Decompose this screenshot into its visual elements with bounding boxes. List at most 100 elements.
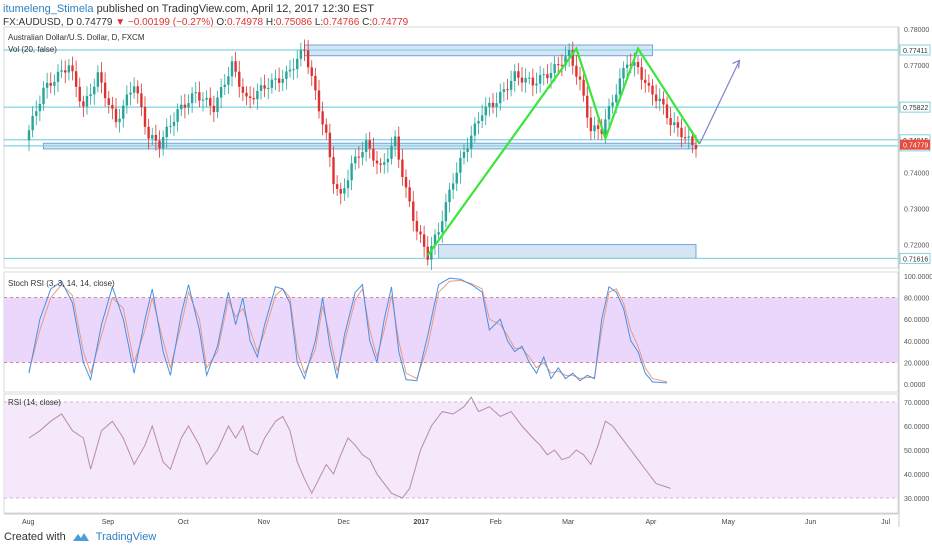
candle-body xyxy=(187,103,190,108)
candle-body xyxy=(596,125,600,129)
rsi-pane[interactable]: RSI (14, close) xyxy=(3,393,899,514)
candle-body xyxy=(571,50,574,66)
candle-body xyxy=(328,132,332,158)
candle-body xyxy=(499,91,502,104)
symbol-label: FX:AUDUSD, D xyxy=(3,17,74,28)
candle-body xyxy=(201,99,205,101)
candle-body xyxy=(412,201,415,221)
candle-body xyxy=(219,87,223,98)
candle-body xyxy=(180,104,183,110)
candle-body xyxy=(575,65,578,77)
candle-body xyxy=(560,64,564,66)
candle-body xyxy=(683,137,687,139)
candle-body xyxy=(140,93,143,107)
candle-body xyxy=(437,232,440,235)
candle-body xyxy=(129,92,132,95)
candle-body xyxy=(277,78,281,83)
candle-body xyxy=(364,140,368,153)
main-chart-title: Australian Dollar/U.S. Dollar, D, FXCM xyxy=(8,33,145,42)
tradingview-brand[interactable]: TradingView xyxy=(95,531,157,543)
ohlc-close-value: 0.74779 xyxy=(372,17,409,28)
candle-body xyxy=(216,97,219,113)
candle-body xyxy=(89,94,92,97)
candle-body xyxy=(441,221,444,233)
ohlc-low-value: 0.74766 xyxy=(323,17,360,28)
candle-body xyxy=(317,90,321,112)
candle-body xyxy=(517,71,520,78)
candle-body xyxy=(96,72,100,87)
candle-body xyxy=(586,95,589,118)
candle-body xyxy=(147,126,150,139)
candle-body xyxy=(687,136,690,138)
candle-body xyxy=(183,104,187,108)
candle-body xyxy=(607,106,611,120)
price-level-tag xyxy=(899,101,931,113)
stoch-axis-tick-label: 40.0000 xyxy=(904,339,929,346)
candle-body xyxy=(332,157,335,185)
stoch-rsi-pane[interactable]: Stoch RSI (3, 3, 14, 14, close) xyxy=(3,271,899,393)
candle-body xyxy=(64,70,67,73)
candle-body xyxy=(325,124,328,133)
candle-body xyxy=(82,101,85,107)
candle-body xyxy=(154,135,158,141)
candle-body xyxy=(669,118,672,126)
candle-body xyxy=(658,98,661,102)
price-pane[interactable]: Australian Dollar/U.S. Dollar, D, FXCM Vo… xyxy=(3,26,899,271)
candle-body xyxy=(27,130,31,141)
candle-body xyxy=(288,69,292,72)
candle-body xyxy=(459,157,462,173)
candle-body xyxy=(74,71,78,87)
candle-body xyxy=(553,64,556,74)
candle-body xyxy=(38,104,42,112)
candle-body xyxy=(549,73,553,79)
price-axis-tick-label: 0.74000 xyxy=(904,171,929,178)
candle-body xyxy=(615,94,618,103)
rsi-title: RSI (14, close) xyxy=(8,398,61,407)
candle-body xyxy=(136,86,139,94)
candle-body xyxy=(589,117,593,132)
candle-body xyxy=(509,81,513,90)
candle-body xyxy=(357,156,361,158)
candle-body xyxy=(292,69,295,71)
chart-header: itumeleng_Stimela published on TradingVi… xyxy=(3,2,923,30)
candle-body xyxy=(281,78,284,83)
candle-body xyxy=(611,102,614,107)
candle-body xyxy=(404,177,408,188)
candle-body xyxy=(691,136,694,145)
time-axis-tick-label: Nov xyxy=(258,519,271,526)
candle-body xyxy=(100,72,103,83)
candle-body xyxy=(223,84,226,88)
stoch-k-line xyxy=(28,277,668,384)
projection-arrow-line xyxy=(699,60,741,145)
candle-body xyxy=(56,71,60,82)
candle-body xyxy=(339,188,342,194)
candle-body xyxy=(524,78,527,83)
candle-body xyxy=(245,92,248,97)
candle-body xyxy=(35,111,38,116)
candle-body xyxy=(303,49,306,51)
header-quote-line: FX:AUDUSD, D 0.74779 ▼ −0.00199 (−0.27%)… xyxy=(3,16,923,30)
time-axis-tick-label: Mar xyxy=(562,519,575,526)
candle-body xyxy=(176,109,179,122)
candle-body xyxy=(151,135,154,139)
ohlc-close-label: C: xyxy=(362,17,373,28)
candle-body xyxy=(444,202,448,222)
candle-body xyxy=(53,81,56,86)
candle-body xyxy=(680,127,683,138)
candle-body xyxy=(593,125,596,132)
pattern-zigzag-line xyxy=(426,46,701,257)
candle-body xyxy=(60,70,63,72)
time-axis-tick-label: Feb xyxy=(490,519,502,526)
author-link[interactable]: itumeleng_Stimela xyxy=(3,3,94,15)
candle-body xyxy=(299,49,303,59)
time-axis-tick-label: Apr xyxy=(646,519,658,526)
candle-body xyxy=(578,76,582,80)
candle-body xyxy=(238,71,241,87)
candle-body xyxy=(491,102,495,107)
candle-body xyxy=(422,234,426,247)
rsi-axis-tick-label: 30.0000 xyxy=(904,496,929,503)
candle-body xyxy=(654,94,658,102)
candle-body xyxy=(241,86,245,93)
price-axis-tick-label: 0.78000 xyxy=(904,27,929,34)
